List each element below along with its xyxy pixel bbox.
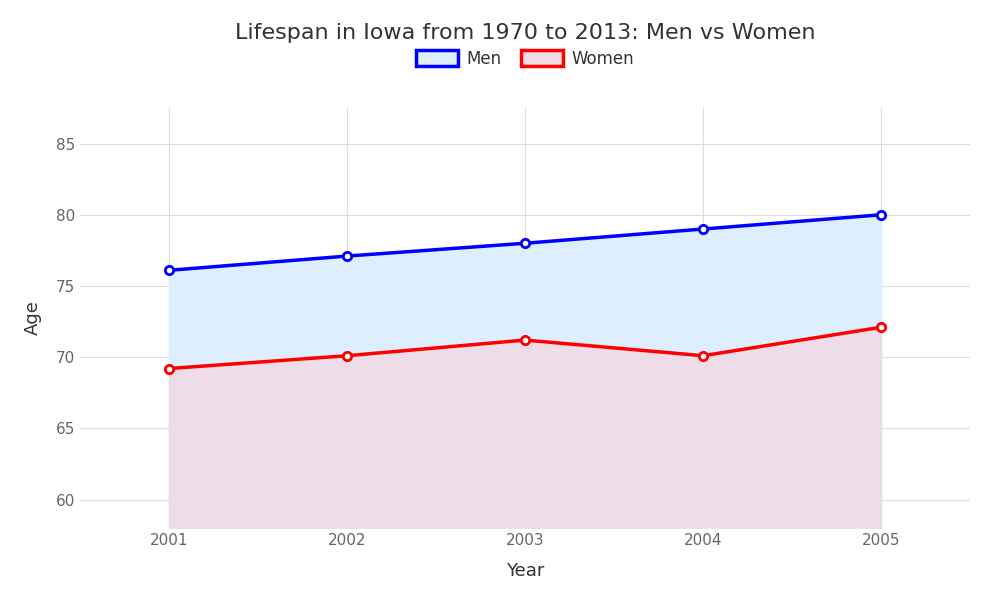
Legend: Men, Women: Men, Women xyxy=(409,43,641,74)
X-axis label: Year: Year xyxy=(506,562,544,580)
Y-axis label: Age: Age xyxy=(24,301,42,335)
Title: Lifespan in Iowa from 1970 to 2013: Men vs Women: Lifespan in Iowa from 1970 to 2013: Men … xyxy=(235,23,815,43)
